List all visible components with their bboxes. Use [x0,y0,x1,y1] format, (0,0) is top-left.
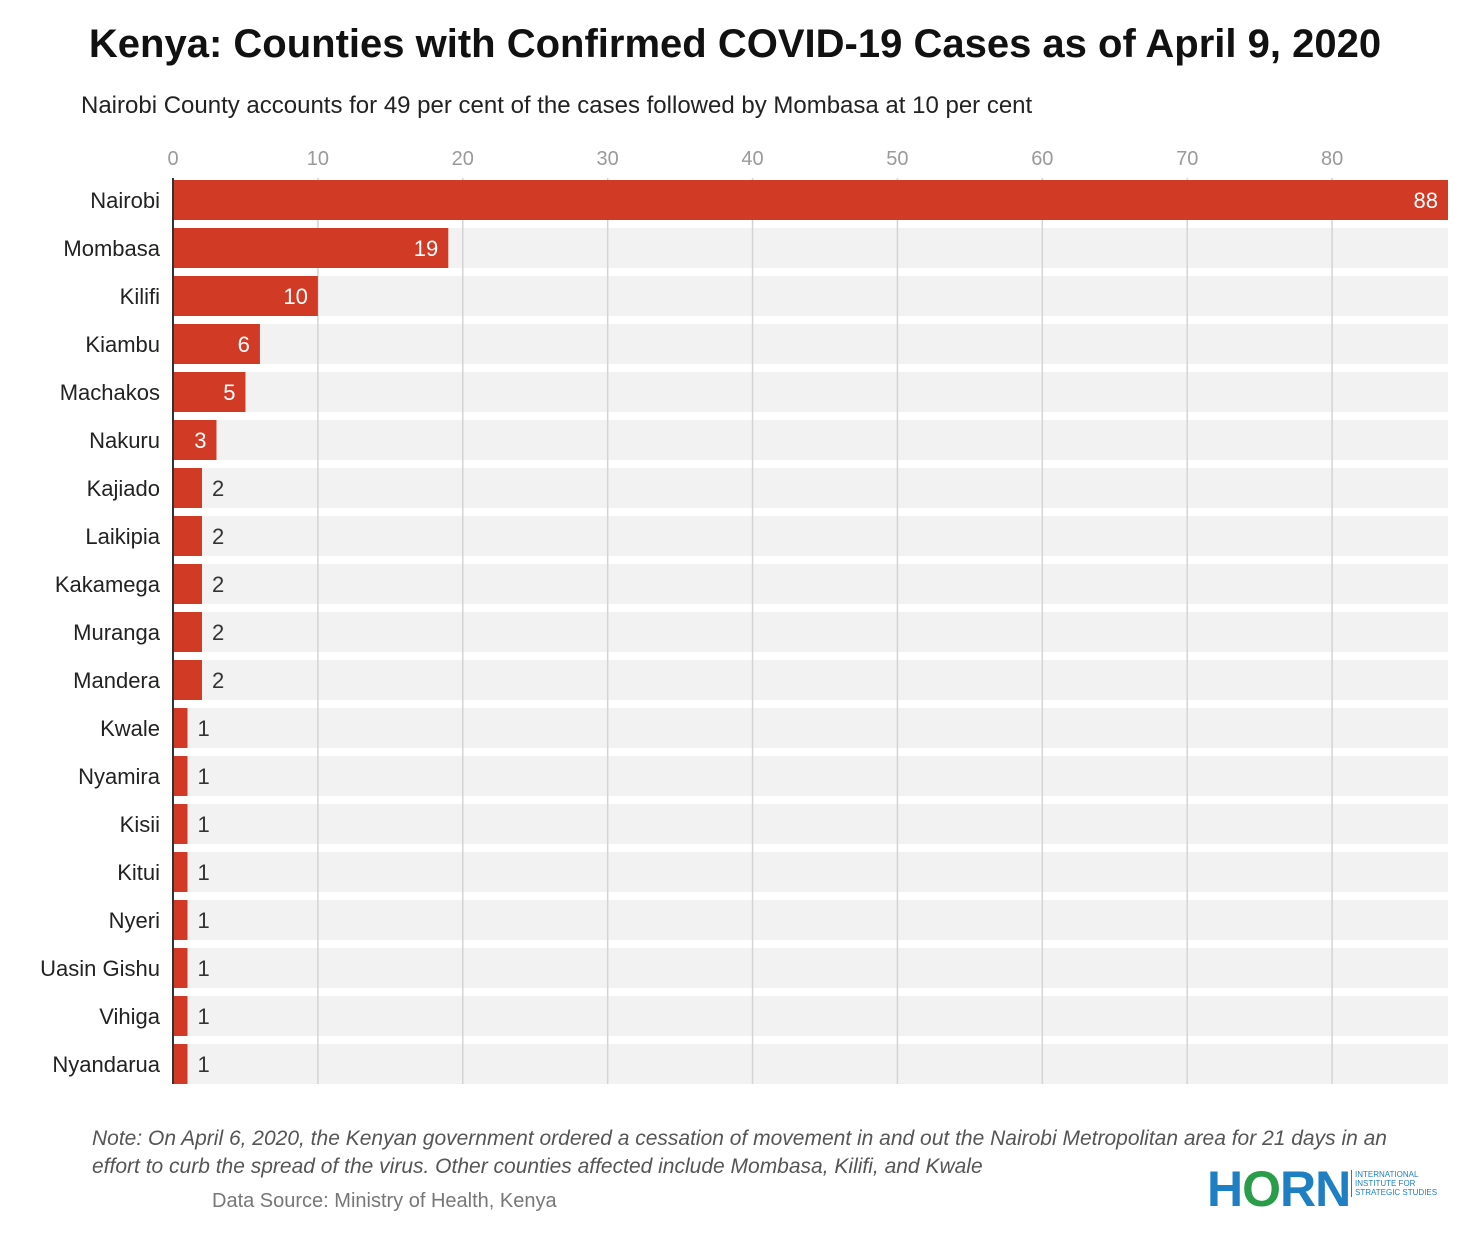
bar [173,372,246,412]
bar-track [173,900,1448,940]
value-label: 1 [197,764,209,789]
category-label: Nakuru [89,428,160,453]
bar [173,276,318,316]
value-label: 2 [212,524,224,549]
value-label: 10 [283,284,307,309]
logo-wordmark: HORN [1207,1161,1351,1217]
value-label: 1 [197,812,209,837]
category-label: Vihiga [99,1004,161,1029]
x-tick-label: 0 [167,148,178,170]
category-label: Nairobi [90,188,160,213]
chart-title: Kenya: Counties with Confirmed COVID-19 … [88,22,1382,66]
bar-track [173,1044,1448,1084]
bar [173,516,202,556]
bar-track [173,276,1448,316]
bar-track [173,756,1448,796]
value-label: 3 [194,428,206,453]
x-tick-label: 50 [886,148,908,170]
bar [173,996,188,1036]
bar [173,900,188,940]
x-tick-label: 70 [1176,148,1198,170]
value-label: 5 [223,380,235,405]
category-label: Kilifi [120,284,160,309]
x-tick-label: 20 [452,148,474,170]
value-label: 1 [197,1004,209,1029]
bar-track [173,612,1448,652]
x-tick-label: 40 [741,148,763,170]
bar [173,420,217,460]
x-tick-label: 60 [1031,148,1053,170]
bar [173,564,202,604]
category-label: Laikipia [85,524,160,549]
category-label: Uasin Gishu [40,956,160,981]
x-tick-label: 30 [597,148,619,170]
bar [173,948,188,988]
category-label: Mombasa [63,236,160,261]
category-label: Nyeri [109,908,160,933]
category-label: Kisii [120,812,160,837]
bar-track [173,468,1448,508]
bar [173,612,202,652]
category-label: Machakos [60,380,160,405]
bar-track [173,804,1448,844]
bar [173,852,188,892]
bar-track [173,948,1448,988]
data-source: Data Source: Ministry of Health, Kenya [212,1190,557,1212]
bar-track [173,420,1448,460]
bar-track [173,516,1448,556]
bar [173,180,1448,220]
category-label: Kakamega [55,572,161,597]
category-label: Kitui [117,860,160,885]
bar-track [173,372,1448,412]
category-label: Nyandarua [52,1052,160,1077]
bar [173,468,202,508]
value-label: 2 [212,668,224,693]
category-label: Nyamira [78,764,161,789]
value-label: 2 [212,476,224,501]
value-label: 1 [197,716,209,741]
x-tick-label: 10 [307,148,329,170]
value-label: 6 [238,332,250,357]
category-label: Kiambu [85,332,160,357]
bar-chart: 0 10 20 30 40 50 60 70 80 Nairobi 88 Mombasa 19 Kilif… [40,148,1448,1084]
bar [173,324,260,364]
bar-track [173,996,1448,1036]
value-label: 1 [197,1052,209,1077]
bar [173,804,188,844]
logo-tagline: INTERNATIONAL INSTITUTE FOR STRATEGIC ST… [1351,1170,1445,1197]
value-label: 1 [197,860,209,885]
value-label: 88 [1414,188,1438,213]
bar-track [173,852,1448,892]
value-label: 1 [197,956,209,981]
bar [173,708,188,748]
bar [173,1044,188,1084]
bar [173,756,188,796]
chart-subtitle: Nairobi County accounts for 49 per cent … [81,92,1033,119]
value-label: 1 [197,908,209,933]
bar-track [173,708,1448,748]
chart-note: Note: On April 6, 2020, the Kenyan gover… [92,1127,1387,1178]
category-label: Kwale [100,716,160,741]
bar-track [173,660,1448,700]
bar [173,228,449,268]
value-label: 19 [414,236,438,261]
bar-track [173,564,1448,604]
value-label: 2 [212,572,224,597]
value-label: 2 [212,620,224,645]
category-label: Kajiado [87,476,160,501]
bar-track [173,324,1448,364]
x-tick-label: 80 [1321,148,1343,170]
category-label: Mandera [73,668,161,693]
bar [173,660,202,700]
category-label: Muranga [73,620,161,645]
